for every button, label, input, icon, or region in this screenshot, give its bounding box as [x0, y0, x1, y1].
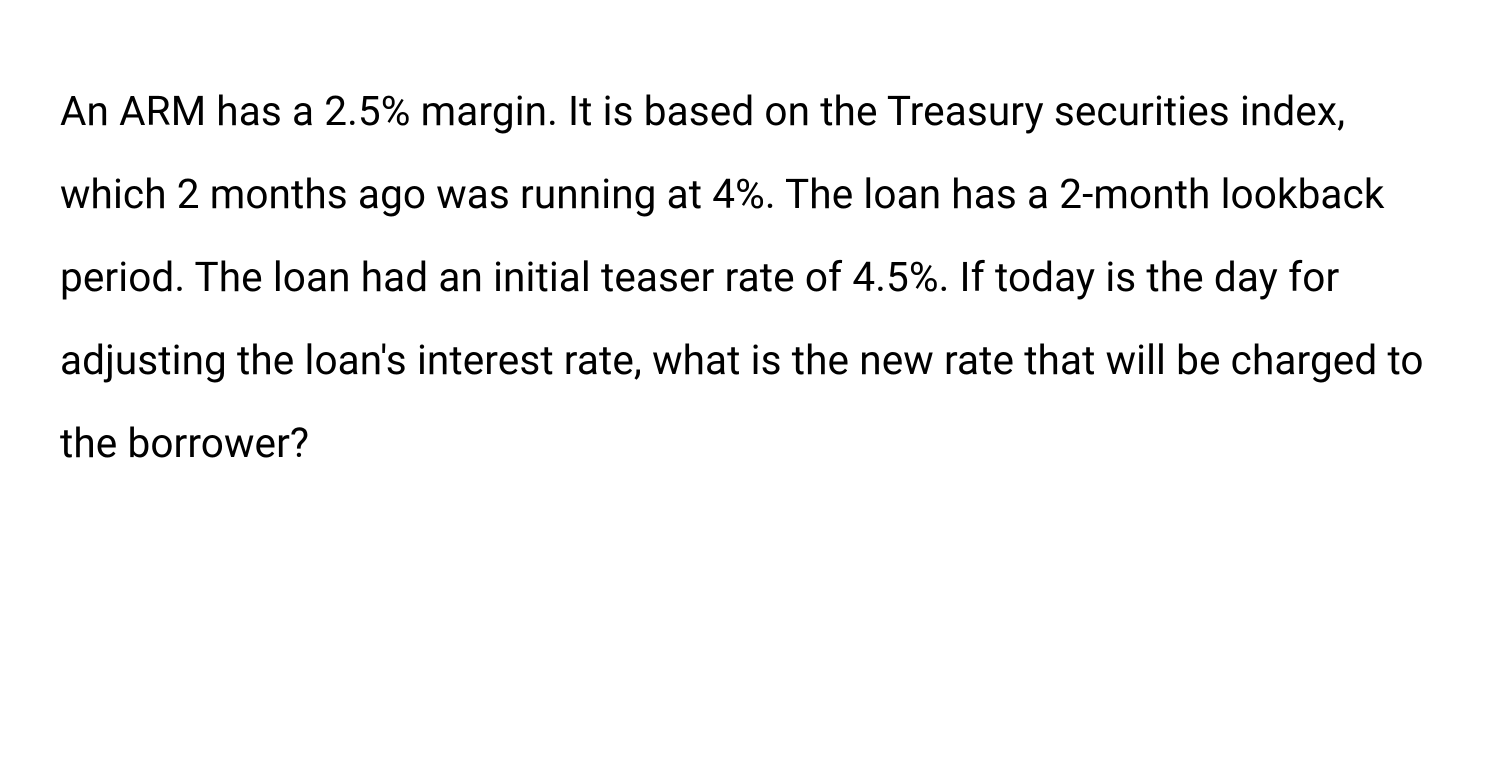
question-text: An ARM has a 2.5% margin. It is based on… [60, 70, 1440, 485]
